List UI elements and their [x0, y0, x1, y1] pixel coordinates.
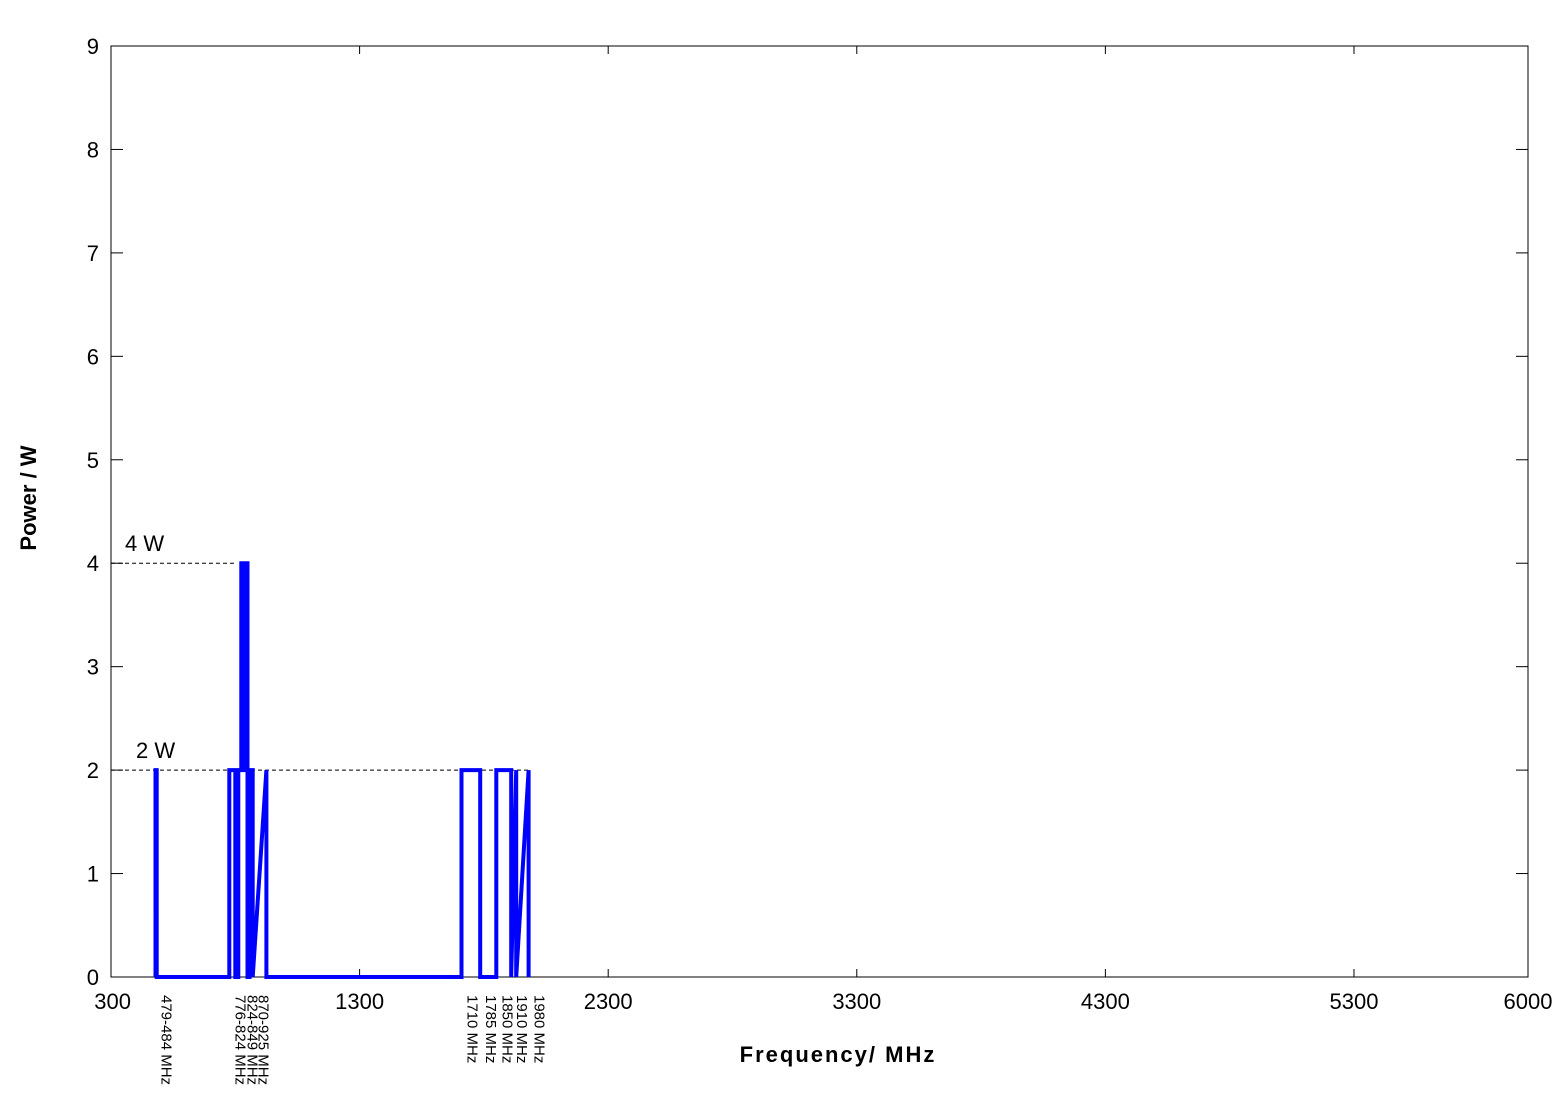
y-tick-label: 2: [87, 758, 99, 783]
x-tick-label: 2300: [584, 989, 633, 1014]
x-tick-label: 5300: [1330, 989, 1379, 1014]
band-label: 776-824 MHz: [231, 995, 248, 1085]
y-tick-label: 6: [87, 344, 99, 369]
band-label: 1850 MHz: [498, 995, 515, 1063]
x-tick-label: 6000: [1504, 989, 1553, 1014]
band-label: 479-484 MHz: [158, 995, 175, 1085]
series-layer: [153, 561, 531, 979]
x-tick-label: 1300: [335, 989, 384, 1014]
band-label: 1980 MHz: [531, 995, 548, 1063]
y-tick-label: 8: [87, 137, 99, 162]
series-line: [153, 561, 531, 979]
band-label: 870-925 MHz: [255, 995, 272, 1085]
x-axis-title: Frequency/ MHz: [740, 1042, 937, 1067]
plot-area: [110, 45, 1529, 978]
y-tick-label: 0: [87, 965, 99, 990]
y-tick-label: 5: [87, 448, 99, 473]
x-tick-label: 300: [94, 989, 131, 1014]
y-axis-title: Power / W: [16, 445, 41, 550]
y-tick-label: 9: [87, 34, 99, 59]
y-tick-label: 3: [87, 655, 99, 680]
y-axis-ticks: 0 1 2 3 4 5 6 7 8 9: [87, 34, 1528, 990]
y-tick-label: 4: [87, 551, 99, 576]
band-label: 1785 MHz: [482, 995, 499, 1063]
band-label: 1710 MHz: [464, 995, 481, 1063]
reference-label: 2 W: [136, 738, 175, 763]
y-tick-label: 1: [87, 862, 99, 887]
band-label: 1910 MHz: [513, 995, 530, 1063]
reference-label: 4 W: [125, 531, 164, 556]
reference-labels: 4 W 2 W: [125, 531, 175, 763]
x-axis-ticks: 300 1300 2300 3300 4300 5300 6000: [94, 46, 1552, 1014]
x-tick-label: 4300: [1081, 989, 1130, 1014]
y-tick-label: 7: [87, 241, 99, 266]
band-label: 824-849 MHz: [243, 995, 260, 1085]
x-tick-label: 3300: [832, 989, 881, 1014]
